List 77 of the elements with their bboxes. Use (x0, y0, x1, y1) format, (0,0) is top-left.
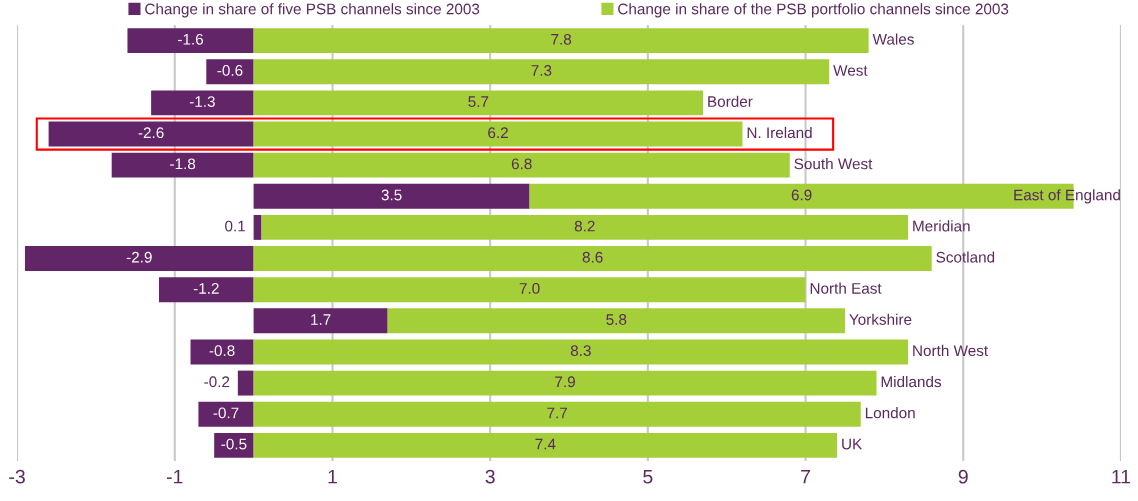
bar (24, 246, 254, 272)
bar (198, 401, 254, 427)
data-label: -0.6 (217, 65, 243, 76)
y-tick-label: South West (794, 158, 873, 170)
y-tick-label: Wales (872, 33, 914, 45)
legend-label: Change in share of five PSB channels since 2003 (145, 3, 480, 18)
bar (151, 90, 254, 116)
bar (253, 308, 388, 334)
y-tick-label: N. Ireland (747, 126, 812, 139)
data-label: 8.6 (582, 251, 603, 263)
y-tick-label: Border (708, 95, 753, 107)
y-tick-label: Midlands (881, 375, 942, 388)
bar (253, 339, 909, 365)
bar (158, 277, 254, 303)
data-label: 1.7 (311, 314, 331, 325)
data-label: 3.5 (381, 189, 402, 201)
bar (253, 246, 932, 272)
bar (253, 183, 530, 209)
legend-label: Change in share of the PSB portfolio channels since 2003 (618, 3, 1009, 18)
x-tick-label: 1 (328, 469, 337, 484)
data-label: 7.7 (547, 407, 568, 419)
bar (253, 59, 830, 85)
data-label: -0.8 (209, 345, 235, 357)
data-label: -1.2 (193, 282, 219, 294)
x-tick-label: 5 (643, 469, 653, 484)
y-tick-label: North West (913, 344, 989, 357)
x-tick-label: -3 (9, 469, 25, 484)
x-tick-label: 9 (958, 469, 968, 484)
bar (48, 121, 254, 147)
data-label: -0.2 (204, 376, 230, 388)
bar (253, 277, 806, 303)
data-label: -1.6 (178, 33, 204, 45)
bar (261, 214, 909, 240)
data-label: 5.8 (606, 314, 627, 325)
x-tick-label: 7 (801, 469, 810, 484)
bar (253, 90, 704, 116)
bar (111, 152, 254, 178)
data-label: 5.7 (468, 96, 489, 107)
bar (253, 152, 790, 178)
data-label: 7.4 (535, 438, 556, 450)
data-label: 6.2 (488, 127, 508, 139)
data-label: 7.8 (551, 33, 572, 45)
bar (253, 370, 877, 396)
data-label: -2.6 (138, 127, 164, 139)
data-label: 7.9 (555, 376, 575, 388)
data-label: -1.3 (189, 96, 215, 107)
bar (214, 432, 254, 458)
data-label: 8.2 (574, 220, 595, 232)
bar (190, 339, 254, 365)
data-label: 6.8 (511, 158, 532, 170)
bar (253, 401, 861, 427)
bar (253, 121, 743, 147)
data-label: 0.1 (225, 220, 245, 232)
bar (127, 28, 254, 54)
data-label: -2.9 (126, 251, 152, 263)
y-tick-label: North East (810, 282, 882, 294)
y-tick-label: London (865, 407, 915, 419)
y-tick-label: Scotland (936, 251, 995, 263)
y-tick-label: Yorkshire (849, 313, 912, 325)
data-label: 6.9 (791, 189, 812, 201)
data-label: -1.8 (170, 158, 196, 170)
data-label: 7.3 (531, 65, 552, 76)
bar (237, 370, 254, 396)
bar (387, 308, 845, 334)
data-label: 8.3 (570, 345, 591, 357)
x-tick-label: 3 (485, 469, 495, 484)
bar (206, 59, 254, 85)
y-tick-label: UK (842, 438, 863, 450)
y-tick-label: Meridian (913, 220, 970, 232)
data-label: -0.5 (221, 438, 247, 450)
data-label: 7.0 (519, 282, 540, 294)
x-tick-label: 11 (1112, 469, 1131, 484)
bar (253, 28, 869, 54)
bar (253, 432, 838, 458)
data-label: -0.7 (213, 407, 239, 419)
x-tick-label: -1 (166, 469, 183, 484)
y-tick-label: West (833, 65, 868, 76)
